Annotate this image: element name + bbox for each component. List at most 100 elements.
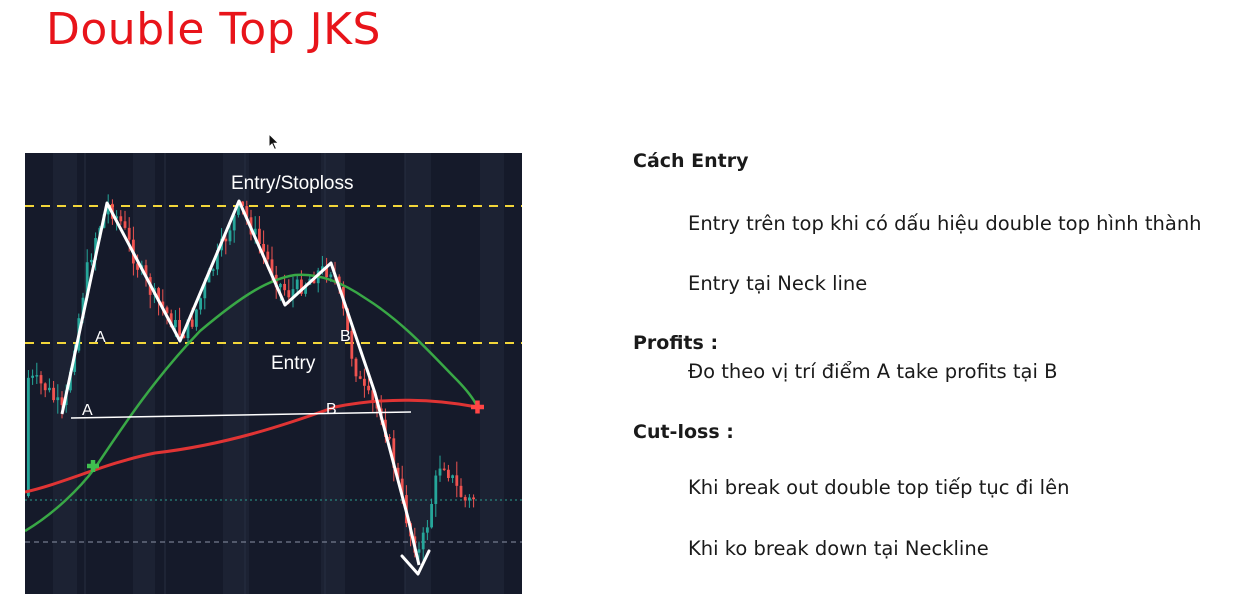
candle-body [270, 259, 274, 275]
candle-body [253, 228, 257, 235]
candle-body [241, 201, 244, 207]
candle-body [144, 265, 148, 278]
candle-body [195, 309, 198, 327]
candle-body [455, 475, 459, 486]
candle-body [106, 203, 110, 215]
candle-body [165, 307, 169, 314]
chart-band [480, 153, 504, 594]
candle-body [417, 549, 421, 553]
candle-body [472, 497, 475, 500]
candle-body [199, 298, 202, 310]
candle-body [396, 467, 400, 479]
chart-vertical-bands [53, 153, 504, 594]
candle-body [35, 375, 39, 377]
candle-body [43, 383, 47, 391]
candle-body [388, 437, 391, 439]
candle-body [304, 284, 307, 294]
candle-body [85, 262, 89, 298]
double-top-pattern-line [60, 199, 421, 566]
label-entry: Entry [271, 353, 316, 374]
candle-body [346, 308, 349, 331]
label-a-lower: A [82, 402, 93, 419]
candle-body [300, 279, 303, 294]
candle-body [325, 266, 328, 278]
candle-body [438, 468, 442, 476]
candle-body [224, 238, 228, 242]
candle-body [363, 378, 366, 386]
candle-body [258, 228, 261, 244]
candle-body [283, 283, 286, 291]
candle-body [119, 216, 123, 222]
candle-body [358, 376, 362, 379]
candle-body [295, 279, 299, 290]
candle-body [350, 330, 354, 359]
profits-item-1: Đo theo vị trí điểm A take profits tại B [688, 360, 1058, 383]
candle-body [400, 478, 404, 496]
candle-body [367, 385, 370, 391]
candle-body [48, 387, 51, 391]
candle-body [169, 313, 173, 328]
candle-body [157, 288, 160, 302]
candle-body [329, 274, 333, 278]
candle-body [228, 230, 232, 242]
candle-body [31, 375, 34, 378]
candle-body [203, 282, 207, 299]
candle-body [115, 216, 118, 219]
cutloss-heading: Cut-loss : [633, 421, 734, 443]
candle-body [430, 503, 433, 528]
label-a-upper: A [95, 329, 106, 346]
candle-body [39, 375, 43, 384]
candle-body [245, 206, 249, 218]
candle-body [287, 290, 291, 298]
candle-body [52, 387, 55, 401]
down-arrow-icon [400, 549, 431, 576]
candle-body [136, 263, 139, 270]
candle-body [178, 319, 181, 336]
candle-body [90, 259, 93, 263]
candle-body [468, 497, 471, 501]
candle-body [207, 270, 211, 283]
mouse-pointer-icon [268, 133, 280, 151]
label-entry-stoploss: Entry/Stoploss [231, 173, 354, 194]
neckline [70, 411, 412, 419]
candle-body [56, 397, 60, 401]
chart-canvas: Entry/Stoploss Entry A B A B [25, 153, 522, 594]
label-b-upper: B [340, 328, 351, 345]
candle-body [371, 390, 375, 402]
cutloss-item-1: Khi break out double top tiếp tục đi lên [688, 476, 1070, 499]
candle-body [186, 319, 190, 339]
candle-body [174, 319, 177, 328]
candle-body [337, 276, 341, 287]
entry-heading: Cách Entry [633, 150, 749, 172]
label-b-lower: B [326, 401, 337, 418]
candle-body [127, 227, 131, 240]
candle-body [321, 266, 324, 271]
candle-body [211, 269, 215, 271]
candle-body [279, 283, 282, 288]
entry-item-1: Entry trên top khi có dấu hiệu double to… [688, 212, 1202, 235]
candle-body [426, 527, 429, 533]
candle-body [182, 335, 186, 339]
candle-body [94, 238, 97, 260]
candle-body [312, 278, 316, 284]
candle-body [161, 301, 165, 308]
candle-body [434, 475, 438, 504]
candle-body [262, 243, 265, 252]
candle-body [81, 297, 85, 319]
candle-body [451, 475, 454, 478]
candle-body [442, 468, 446, 471]
candle-body [354, 358, 358, 377]
candle-body [190, 319, 194, 327]
candle-body [421, 532, 425, 550]
candle-body [291, 289, 295, 298]
red-plus-marker [471, 400, 484, 414]
candle-body [392, 438, 396, 468]
red-moving-average [25, 398, 478, 494]
candle-body [216, 250, 219, 270]
candle-body [60, 397, 64, 406]
chart-band [53, 153, 77, 594]
double-top-chart: Entry/Stoploss Entry A B A B [25, 153, 522, 594]
candle-body [447, 469, 450, 478]
candle-body [27, 377, 30, 496]
profits-heading: Profits : [633, 332, 719, 354]
